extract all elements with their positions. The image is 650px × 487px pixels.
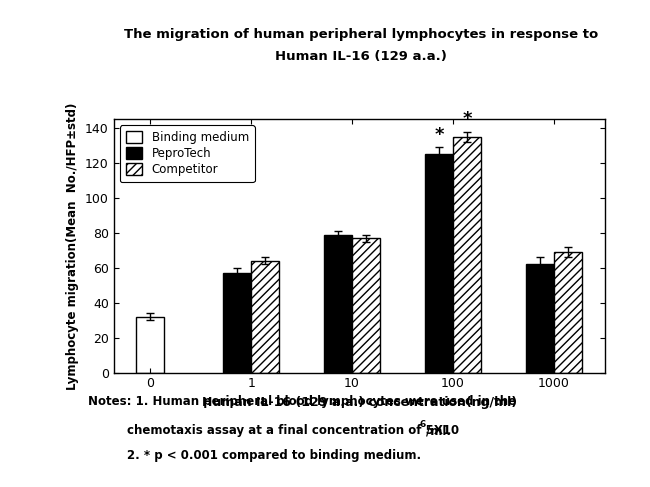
Text: chemotaxis assay at a final concentration of 5X10: chemotaxis assay at a final concentratio… bbox=[127, 425, 459, 437]
Text: 2. * p < 0.001 compared to binding medium.: 2. * p < 0.001 compared to binding mediu… bbox=[127, 449, 421, 462]
Bar bbox=[453, 137, 481, 373]
Bar bbox=[424, 154, 453, 373]
Bar bbox=[251, 261, 280, 373]
Text: *: * bbox=[434, 126, 443, 144]
Text: Human IL-16 (129 a.a.): Human IL-16 (129 a.a.) bbox=[275, 50, 447, 62]
X-axis label: Human IL-16 (129 a.a.) concentration(ng/ml): Human IL-16 (129 a.a.) concentration(ng/… bbox=[202, 396, 517, 409]
Text: The migration of human peripheral lymphocytes in response to: The migration of human peripheral lympho… bbox=[124, 28, 598, 40]
Bar bbox=[554, 252, 582, 373]
Legend: Binding medium, PeproTech, Competitor: Binding medium, PeproTech, Competitor bbox=[120, 125, 255, 182]
Bar bbox=[223, 273, 251, 373]
Bar bbox=[324, 235, 352, 373]
Bar bbox=[526, 264, 554, 373]
Bar bbox=[136, 317, 164, 373]
Y-axis label: Lymphocyte migration(Mean  No./HFP±std): Lymphocyte migration(Mean No./HFP±std) bbox=[66, 102, 79, 390]
Bar bbox=[352, 238, 380, 373]
Text: 6: 6 bbox=[419, 420, 426, 429]
Text: *: * bbox=[462, 110, 472, 128]
Text: /ml.: /ml. bbox=[426, 425, 450, 437]
Text: Notes: 1. Human peripheral blood lymphocytes were used in the: Notes: 1. Human peripheral blood lymphoc… bbox=[88, 395, 516, 408]
